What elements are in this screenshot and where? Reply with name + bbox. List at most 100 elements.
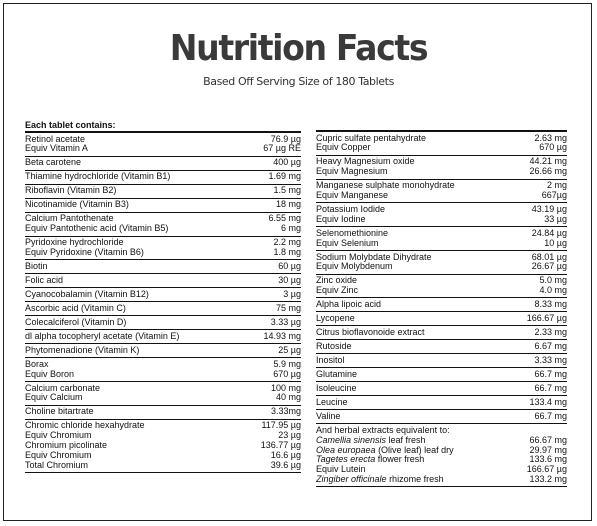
nutrient-group: Nicotinamide (Vitamin B3) 18 mg xyxy=(25,199,301,213)
nutrient-amount: 100 mg xyxy=(270,382,301,393)
nutrient-row: Biotin 60 µg xyxy=(25,260,301,272)
nutrient-group: Pyridoxine hydrochloride 2.2 mg Equiv Pyri… xyxy=(25,237,301,261)
species-name: Camellia sinensis xyxy=(316,434,387,445)
nutrient-name: Isoleucine xyxy=(316,382,357,393)
nutrient-row: Equiv Boron 670 µg xyxy=(25,368,301,380)
nutrient-name: Equiv Calcium xyxy=(25,392,83,403)
plant-part: (Olive leaf) leaf dry xyxy=(378,444,454,455)
nutrient-amount: 1.8 mg xyxy=(273,246,301,257)
nutrient-amount: 5.9 mg xyxy=(273,358,301,369)
nutrient-amount: 400 µg xyxy=(273,157,301,168)
nutrient-amount: 3.33mg xyxy=(270,406,301,417)
plant-part: leaf fresh xyxy=(388,434,426,445)
nutrient-name: Camellia sinensis leaf fresh xyxy=(316,434,426,446)
nutrient-name: Glutamine xyxy=(316,368,358,379)
nutrient-row: Equiv Vitamin A 67 µg RE xyxy=(25,144,301,154)
nutrient-name: Equiv Manganese xyxy=(316,189,389,200)
nutrient-group: Selenomethionine 24.84 µg Equiv Selenium 10… xyxy=(316,227,567,251)
right-column: Cupric sulfate pentahydrate 2.63 mg Equiv … xyxy=(316,130,567,488)
nutrient-row: Equiv Pantothenic acid (Vitamin B5) 6 mg xyxy=(25,223,301,234)
nutrient-amount: 1.5 mg xyxy=(273,185,301,196)
nutrient-group: Rutoside 6.67 mg xyxy=(316,340,567,355)
nutrient-row: Choline bitartrate 3.33mg xyxy=(25,407,301,417)
nutrient-row: Equiv Iodine 33 µg xyxy=(316,214,567,225)
nutrient-group: Folic acid 30 µg xyxy=(25,274,301,289)
nutrient-row: Cyanocobalamin (Vitamin B12) 3 µg xyxy=(25,289,301,300)
nutrient-row: Equiv Selenium 10 µg xyxy=(316,237,567,249)
nutrient-row: Zingiber officinale rhizome fresh 133.2 m… xyxy=(316,473,567,485)
nutrient-amount: 67 µg RE xyxy=(263,143,301,154)
nutrient-amount: 3.33 mg xyxy=(534,355,567,365)
nutrient-amount: 8.33 mg xyxy=(534,299,567,310)
nutrient-row: Equiv Manganese 667µg xyxy=(316,189,567,201)
nutrient-group: Colecalciferol (Vitamin D) 3.33 µg xyxy=(25,316,301,331)
nutrient-group: Sodium Molybdate Dihydrate 68.01 µg Equiv … xyxy=(316,251,567,275)
nutrient-row: Camellia sinensis leaf fresh 66.67 mg xyxy=(316,434,567,446)
nutrient-group: Riboflavin (Vitamin B2) 1.5 mg xyxy=(25,185,301,199)
nutrient-row: Chromium picolinate 136.77 µg xyxy=(25,440,301,451)
nutrient-row: Pyridoxine hydrochloride 2.2 mg xyxy=(25,237,301,248)
nutrient-group: Valine 66.7 mg xyxy=(316,410,567,425)
nutrient-name: Equiv Copper xyxy=(316,142,371,153)
nutrient-row: Calcium Pantothenate 6.55 mg xyxy=(25,214,301,224)
nutrient-amount: 66.7 mg xyxy=(534,382,567,393)
nutrient-name: And herbal extracts equivalent to: xyxy=(316,424,450,435)
nutrient-name: Retinol acetate xyxy=(25,133,86,144)
nutrient-amount: 18 mg xyxy=(275,199,301,210)
nutrient-group: Biotin 60 µg xyxy=(25,260,301,275)
species-name: Olea europaea xyxy=(316,444,376,455)
nutrient-group: Lycopene 166.67 µg xyxy=(316,312,567,327)
nutrient-name: Sodium Molybdate Dihydrate xyxy=(316,251,432,262)
nutrient-amount: 6 mg xyxy=(280,223,301,234)
nutrient-group: dl alpha tocopheryl acetate (Vitamin E) 1… xyxy=(25,330,301,345)
nutrient-amount: 1.69 mg xyxy=(268,171,301,182)
nutrient-amount: 667µg xyxy=(541,189,567,200)
nutrient-group: Isoleucine 66.7 mg xyxy=(316,382,567,397)
nutrient-name: Folic acid xyxy=(25,274,64,285)
nutrient-row: Valine 66.7 mg xyxy=(316,410,567,422)
nutrient-name: Valine xyxy=(316,410,341,421)
nutrient-name: Citrus bioflavonoide extract xyxy=(316,327,425,338)
nutrient-row: Alpha lipoic acid 8.33 mg xyxy=(316,299,567,310)
nutrient-row: Nicotinamide (Vitamin B3) 18 mg xyxy=(25,200,301,210)
nutrient-name: Equiv Lutein xyxy=(316,464,366,475)
nutrient-name: Equiv Chromium xyxy=(25,430,92,441)
nutrient-group: Manganese sulphate monohydrate 2 mg Equiv … xyxy=(316,180,567,204)
nutrient-name: Equiv Pyridoxine (Vitamin B6) xyxy=(25,246,144,257)
nutrient-name: Equiv Selenium xyxy=(316,237,379,248)
nutrient-name: Equiv Vitamin A xyxy=(25,143,88,154)
nutrient-row: Isoleucine 66.7 mg xyxy=(316,382,567,394)
nutrient-amount: 29.97 mg xyxy=(529,444,567,455)
nutrient-name: Tagetes erecta flower fresh xyxy=(316,454,424,465)
nutrient-amount: 133.2 mg xyxy=(529,473,567,484)
nutrient-group: Thiamine hydrochloride (Vitamin B1) 1.69 … xyxy=(25,171,301,185)
nutrient-amount: 75 mg xyxy=(275,302,301,313)
nutrient-group: Citrus bioflavonoide extract 2.33 mg xyxy=(316,326,567,341)
nutrient-amount: 66.67 mg xyxy=(529,434,567,445)
nutrient-name: Ascorbic acid (Vitamin C) xyxy=(25,302,126,313)
nutrient-group: Cyanocobalamin (Vitamin B12) 3 µg xyxy=(25,288,301,303)
nutrient-group: Ascorbic acid (Vitamin C) 75 mg xyxy=(25,302,301,317)
column-heading: Each tablet contains: xyxy=(25,120,301,133)
nutrient-name: Equiv Magnesium xyxy=(316,166,388,177)
nutrient-row: Leucine 133.4 mg xyxy=(316,397,567,408)
nutrient-amount: 670 µg xyxy=(273,368,301,379)
nutrient-name: Olea europaea (Olive leaf) leaf dry xyxy=(316,444,454,456)
nutrient-row: Equiv Calcium 40 mg xyxy=(25,393,301,403)
nutrient-amount: 670 µg xyxy=(539,142,567,153)
nutrient-row: Heavy Magnesium oxide 44.21 mg xyxy=(316,157,567,167)
nutrient-name: Zingiber officinale rhizome fresh xyxy=(316,474,444,485)
nutrient-group: Phytomenadione (Vitamin K) 25 µg xyxy=(25,344,301,359)
nutrient-row: Phytomenadione (Vitamin K) 25 µg xyxy=(25,345,301,356)
nutrient-amount: 166.67 µg xyxy=(526,313,567,324)
nutrient-name: Thiamine hydrochloride (Vitamin B1) xyxy=(25,171,171,182)
nutrient-row: Calcium carbonate 100 mg xyxy=(25,382,301,394)
nutrient-row: Zinc oxide 5.0 mg xyxy=(316,275,567,286)
nutrient-name: Biotin xyxy=(25,260,48,271)
nutrient-amount: 166.67 µg xyxy=(526,464,567,475)
nutrient-name: Total Chromium xyxy=(25,459,89,470)
nutrient-group: Inositol 3.33 mg xyxy=(316,354,567,369)
nutrient-amount: 4.0 mg xyxy=(539,285,567,296)
nutrient-name: Equiv Chromium xyxy=(25,449,92,460)
nutrient-amount: 24.84 µg xyxy=(531,227,567,238)
